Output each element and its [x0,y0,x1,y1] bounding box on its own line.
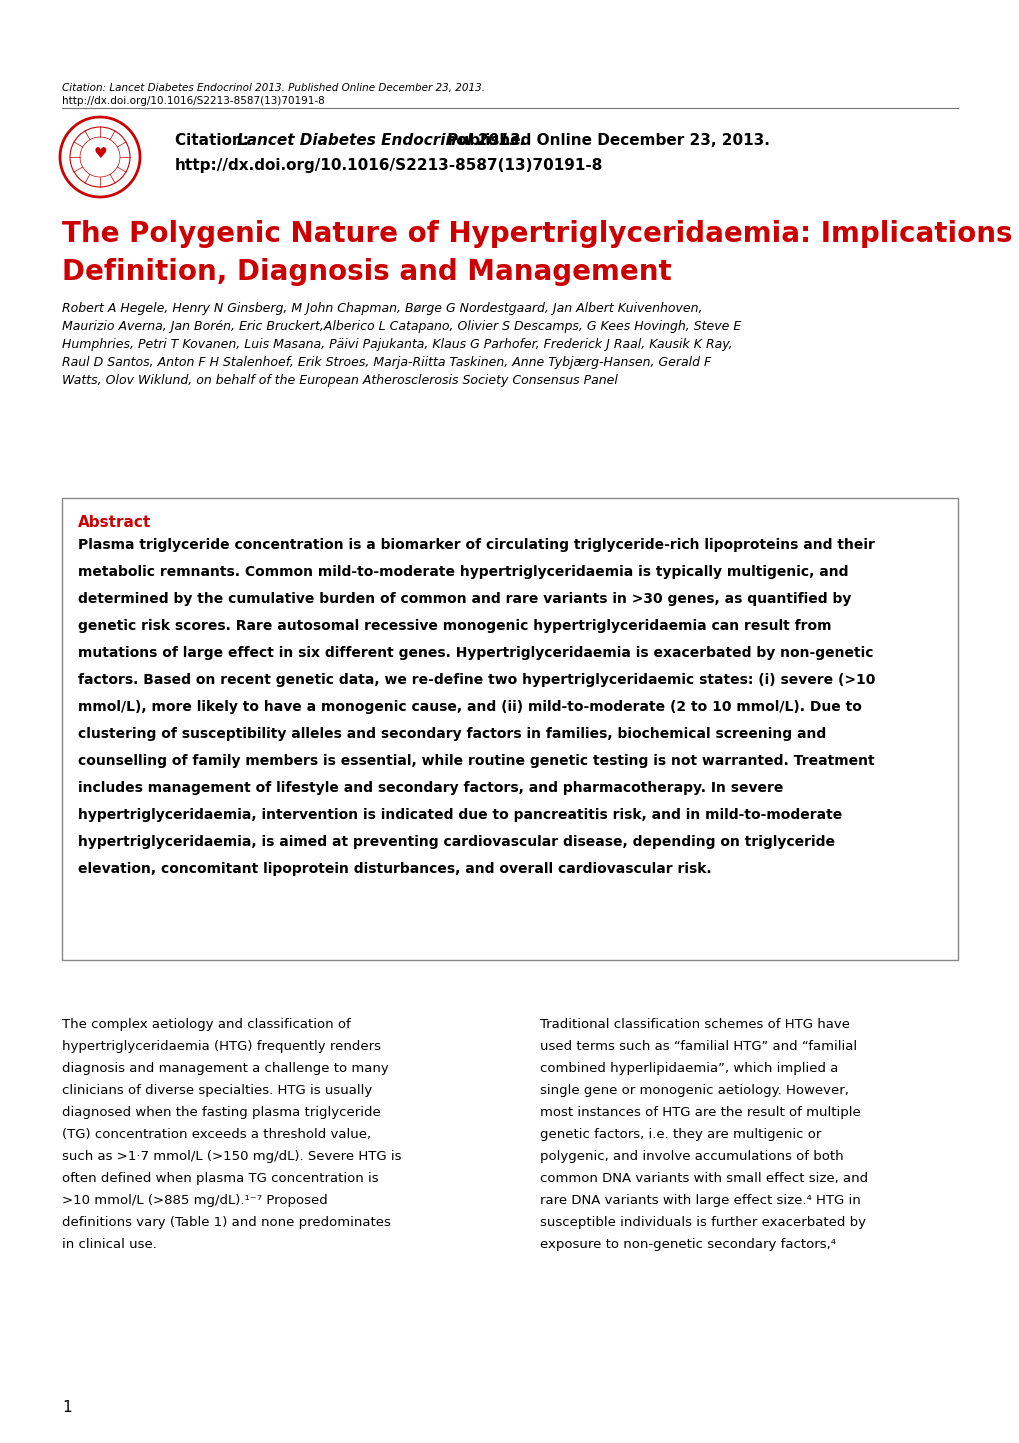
Text: Published Online December 23, 2013.: Published Online December 23, 2013. [441,133,769,149]
Text: The Polygenic Nature of Hypertriglyceridaemia: Implications for: The Polygenic Nature of Hypertriglycerid… [62,219,1019,248]
Text: determined by the cumulative burden of common and rare variants in >30 genes, as: determined by the cumulative burden of c… [77,592,851,606]
Text: Citation:: Citation: [175,133,254,149]
Text: 1: 1 [62,1400,71,1416]
Text: clustering of susceptibility alleles and secondary factors in families, biochemi: clustering of susceptibility alleles and… [77,727,825,742]
Text: diagnosed when the fasting plasma triglyceride: diagnosed when the fasting plasma trigly… [62,1105,380,1118]
Text: common DNA variants with small effect size, and: common DNA variants with small effect si… [539,1172,867,1185]
Text: Traditional classification schemes of HTG have: Traditional classification schemes of HT… [539,1017,849,1030]
Text: metabolic remnants. Common mild-to-moderate hypertriglyceridaemia is typically m: metabolic remnants. Common mild-to-moder… [77,566,848,579]
Text: Robert A Hegele, Henry N Ginsberg, M John Chapman, Børge G Nordestgaard, Jan Alb: Robert A Hegele, Henry N Ginsberg, M Joh… [62,302,702,315]
Text: elevation, concomitant lipoprotein disturbances, and overall cardiovascular risk: elevation, concomitant lipoprotein distu… [77,861,711,876]
Text: Humphries, Petri T Kovanen, Luis Masana, Päivi Pajukanta, Klaus G Parhofer, Fred: Humphries, Petri T Kovanen, Luis Masana,… [62,338,732,351]
Text: single gene or monogenic aetiology. However,: single gene or monogenic aetiology. Howe… [539,1084,848,1097]
Text: ♥: ♥ [93,146,107,160]
Text: hypertriglyceridaemia (HTG) frequently renders: hypertriglyceridaemia (HTG) frequently r… [62,1040,381,1053]
Text: Maurizio Averna, Jan Borén, Eric Bruckert,Alberico L Catapano, Olivier S Descamp: Maurizio Averna, Jan Borén, Eric Brucker… [62,320,741,333]
Text: Abstract: Abstract [77,515,151,530]
Text: factors. Based on recent genetic data, we re-define two hypertriglyceridaemic st: factors. Based on recent genetic data, w… [77,672,874,687]
Text: hypertriglyceridaemia, intervention is indicated due to pancreatitis risk, and i: hypertriglyceridaemia, intervention is i… [77,808,842,823]
Text: used terms such as “familial HTG” and “familial: used terms such as “familial HTG” and “f… [539,1040,856,1053]
Text: clinicians of diverse specialties. HTG is usually: clinicians of diverse specialties. HTG i… [62,1084,372,1097]
Text: http://dx.doi.org/10.1016/S2213-8587(13)70191-8: http://dx.doi.org/10.1016/S2213-8587(13)… [175,157,603,173]
Text: Watts, Olov Wiklund, on behalf of the European Atherosclerosis Society Consensus: Watts, Olov Wiklund, on behalf of the Eu… [62,374,618,387]
Text: genetic risk scores. Rare autosomal recessive monogenic hypertriglyceridaemia ca: genetic risk scores. Rare autosomal rece… [77,619,830,633]
Text: genetic factors, i.e. they are multigenic or: genetic factors, i.e. they are multigeni… [539,1128,820,1141]
Text: susceptible individuals is further exacerbated by: susceptible individuals is further exace… [539,1216,865,1229]
Text: mmol/L), more likely to have a monogenic cause, and (ii) mild-to-moderate (2 to : mmol/L), more likely to have a monogenic… [77,700,861,714]
Text: Citation: Lancet Diabetes Endocrinol 2013. Published Online December 23, 2013.: Citation: Lancet Diabetes Endocrinol 201… [62,84,484,92]
Text: often defined when plasma TG concentration is: often defined when plasma TG concentrati… [62,1172,378,1185]
Text: The complex aetiology and classification of: The complex aetiology and classification… [62,1017,351,1030]
Text: combined hyperlipidaemia”, which implied a: combined hyperlipidaemia”, which implied… [539,1062,838,1075]
Text: Definition, Diagnosis and Management: Definition, Diagnosis and Management [62,258,672,286]
Text: exposure to non-genetic secondary factors,⁴: exposure to non-genetic secondary factor… [539,1238,836,1251]
Text: most instances of HTG are the result of multiple: most instances of HTG are the result of … [539,1105,860,1118]
Text: in clinical use.: in clinical use. [62,1238,157,1251]
Text: such as >1·7 mmol/L (>150 mg/dL). Severe HTG is: such as >1·7 mmol/L (>150 mg/dL). Severe… [62,1150,401,1163]
FancyBboxPatch shape [62,498,957,960]
Text: diagnosis and management a challenge to many: diagnosis and management a challenge to … [62,1062,388,1075]
Text: Plasma triglyceride concentration is a biomarker of circulating triglyceride-ric: Plasma triglyceride concentration is a b… [77,538,874,553]
Text: Raul D Santos, Anton F H Stalenhoef, Erik Stroes, Marja-Riitta Taskinen, Anne Ty: Raul D Santos, Anton F H Stalenhoef, Eri… [62,356,710,369]
Text: Lancet Diabetes Endocrinol 2013.: Lancet Diabetes Endocrinol 2013. [236,133,525,149]
Text: http://dx.doi.org/10.1016/S2213-8587(13)70191-8: http://dx.doi.org/10.1016/S2213-8587(13)… [62,97,324,105]
Text: polygenic, and involve accumulations of both: polygenic, and involve accumulations of … [539,1150,843,1163]
Text: >10 mmol/L (>885 mg/dL).¹⁻⁷ Proposed: >10 mmol/L (>885 mg/dL).¹⁻⁷ Proposed [62,1193,327,1206]
Text: definitions vary (Table 1) and none predominates: definitions vary (Table 1) and none pred… [62,1216,390,1229]
Text: mutations of large effect in six different genes. Hypertriglyceridaemia is exace: mutations of large effect in six differe… [77,646,872,659]
Text: rare DNA variants with large effect size.⁴ HTG in: rare DNA variants with large effect size… [539,1193,860,1206]
Text: (TG) concentration exceeds a threshold value,: (TG) concentration exceeds a threshold v… [62,1128,371,1141]
Text: hypertriglyceridaemia, is aimed at preventing cardiovascular disease, depending : hypertriglyceridaemia, is aimed at preve… [77,835,835,848]
Text: counselling of family members is essential, while routine genetic testing is not: counselling of family members is essenti… [77,755,873,768]
Text: includes management of lifestyle and secondary factors, and pharmacotherapy. In : includes management of lifestyle and sec… [77,781,783,795]
